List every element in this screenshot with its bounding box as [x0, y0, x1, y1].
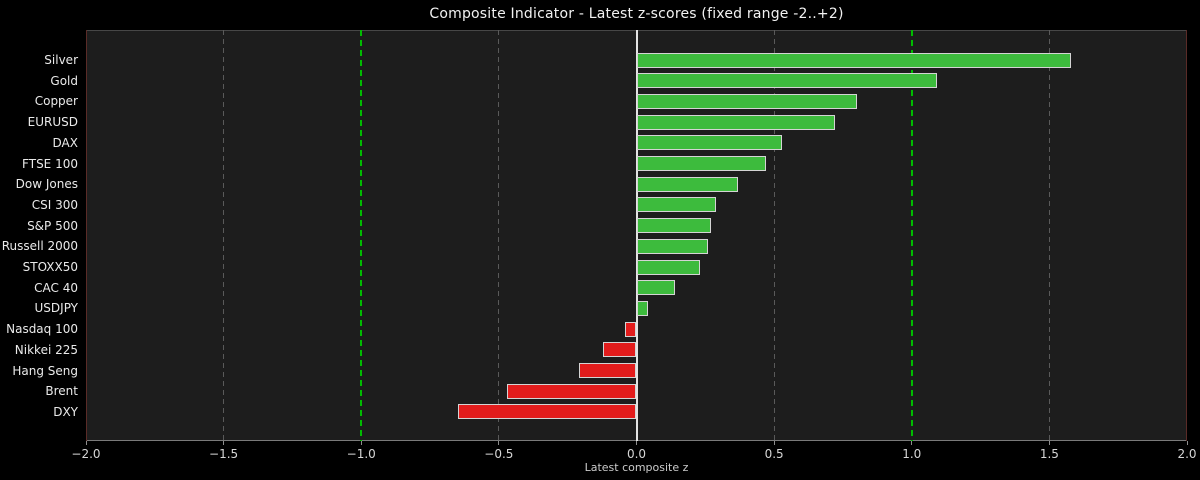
- y-tick-label-usdjpy: USDJPY: [34, 301, 78, 316]
- bar-usdjpy: [636, 300, 648, 316]
- bar-dxy: [457, 404, 637, 420]
- y-tick-label-dxy: DXY: [53, 404, 78, 419]
- bar-nasdaq-100: [625, 321, 637, 337]
- bar-dax: [636, 135, 783, 151]
- bar-csi-300: [636, 197, 717, 213]
- y-tick-label-brent: Brent: [45, 384, 78, 399]
- zero-line: [635, 30, 638, 441]
- x-tick-mark: [85, 441, 87, 445]
- x-tick-mark: [498, 441, 500, 445]
- x-tick-mark: [1048, 441, 1050, 445]
- x-tick-label: 1.0: [902, 447, 922, 461]
- bar-gold: [636, 73, 937, 89]
- gridline: [498, 30, 500, 441]
- gridline: [223, 30, 225, 441]
- gridline: [773, 30, 775, 441]
- chart-title: Composite Indicator - Latest z-scores (f…: [429, 6, 844, 22]
- bar-s-p-500: [636, 218, 711, 234]
- x-tick-label: 0.5: [764, 447, 784, 461]
- y-tick-label-stoxx50: STOXX50: [22, 260, 78, 274]
- x-tick-label: −2.0: [71, 447, 101, 461]
- plot-area: [86, 30, 1187, 441]
- y-tick-label-dax: DAX: [52, 135, 78, 150]
- y-tick-label-russell-2000: Russell 2000: [1, 239, 78, 254]
- bar-stoxx50: [636, 259, 700, 275]
- y-tick-label-nasdaq-100: Nasdaq 100: [6, 322, 78, 337]
- y-tick-label-silver: Silver: [44, 53, 78, 67]
- x-tick-label: −0.5: [484, 447, 514, 461]
- bar-copper: [636, 93, 857, 109]
- axes-spine-right: [1186, 30, 1187, 441]
- axes-spine-left: [86, 30, 87, 441]
- x-tick-label: 1.5: [1039, 447, 1059, 461]
- x-tick-label: −1.0: [346, 447, 376, 461]
- y-tick-label-dow-jones: Dow Jones: [15, 177, 78, 192]
- bar-brent: [507, 383, 637, 399]
- bar-silver: [636, 52, 1072, 68]
- y-tick-label-ftse-100: FTSE 100: [22, 156, 78, 171]
- threshold-line: [910, 30, 913, 441]
- bar-cac-40: [636, 280, 676, 296]
- x-tick-mark: [773, 441, 775, 445]
- y-tick-label-eurusd: EURUSD: [27, 115, 78, 130]
- y-tick-label-nikkei-225: Nikkei 225: [14, 342, 78, 357]
- gridline: [1048, 30, 1050, 441]
- x-tick-label: 0.0: [626, 447, 647, 461]
- x-tick-label: 2.0: [1177, 447, 1197, 461]
- x-tick-mark: [1186, 441, 1188, 445]
- y-tick-label-csi-300: CSI 300: [31, 197, 78, 212]
- threshold-line: [360, 30, 363, 441]
- bar-eurusd: [636, 114, 835, 130]
- x-tick-mark: [223, 441, 225, 445]
- y-tick-label-hang-seng: Hang Seng: [12, 363, 78, 378]
- x-tick-mark: [911, 441, 913, 445]
- y-tick-label-gold: Gold: [50, 73, 78, 88]
- bar-nikkei-225: [603, 342, 637, 358]
- bar-ftse-100: [636, 156, 766, 171]
- bar-russell-2000: [636, 238, 709, 254]
- y-tick-label-s-p-500: S&P 500: [27, 218, 78, 233]
- x-axis-label: Latest composite z: [584, 461, 689, 474]
- x-tick-mark: [636, 441, 637, 445]
- y-tick-label-cac-40: CAC 40: [34, 280, 78, 295]
- bar-dow-jones: [636, 176, 739, 192]
- bar-hang-seng: [578, 363, 637, 378]
- x-tick-mark: [360, 441, 362, 445]
- y-tick-label-copper: Copper: [34, 94, 78, 109]
- x-tick-label: −1.5: [209, 447, 239, 461]
